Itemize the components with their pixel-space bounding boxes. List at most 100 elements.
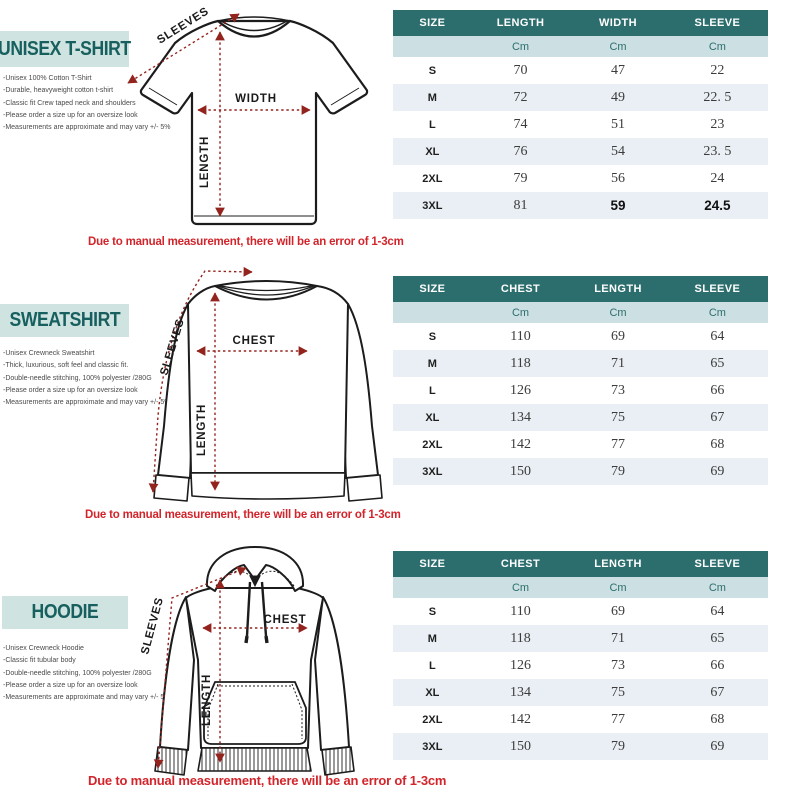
size-cell: M	[427, 91, 437, 104]
length-label: LENGTH	[196, 404, 208, 456]
table-row: XL 134 75 67	[393, 679, 768, 706]
table-row: S 70 47 22	[393, 57, 768, 84]
column-header: WIDTH	[598, 17, 638, 29]
width-label: WIDTH	[235, 93, 277, 105]
value-cell: 69	[611, 603, 625, 619]
sweatshirt-size-table: SIZE CHEST LENGTH SLEEVE Cm Cm Cm S 110 69 64 M 118 7…	[393, 276, 768, 485]
value-cell: 24.5	[704, 198, 731, 213]
value-cell: 142	[510, 436, 531, 452]
chest-label: CHEST	[233, 335, 276, 347]
value-cell: 76	[513, 143, 528, 159]
column-header: CHEST	[500, 283, 541, 295]
value-cell: 77	[611, 436, 625, 452]
table-header-row: SIZE CHEST LENGTH SLEEVE	[393, 551, 768, 577]
bullet-line: -Double-needle stitching, 100% polyester…	[3, 374, 152, 382]
value-cell: 65	[710, 630, 725, 646]
table-row: 2XL 142 77 68	[393, 706, 768, 733]
bullet-line: -Unisex Crewneck Sweatshirt	[3, 350, 95, 357]
bullet-line: -Please order a size up for an oversize …	[3, 681, 138, 689]
table-unit-row: Cm Cm Cm	[393, 302, 768, 323]
size-cell: 2XL	[422, 713, 443, 726]
value-cell: 126	[510, 382, 531, 398]
value-cell: 118	[510, 355, 531, 371]
value-cell: 47	[611, 62, 625, 78]
size-cell: M	[427, 357, 437, 370]
section-title-box-hoodie: HOODIE	[2, 596, 128, 629]
sweatshirt-outline	[153, 280, 383, 502]
tshirt-seams	[148, 87, 360, 217]
value-cell: 73	[611, 382, 625, 398]
table-row: 3XL 150 79 69	[393, 733, 768, 760]
size-cell: S	[428, 330, 437, 343]
bullet-line: -Measurements are approximate and may va…	[3, 124, 171, 132]
section-title-tshirt: UNISEX T-SHIRT	[0, 37, 131, 60]
value-cell: 134	[510, 409, 531, 425]
value-cell: 49	[611, 89, 625, 105]
value-cell: 75	[611, 684, 625, 700]
value-cell: 59	[610, 198, 626, 213]
value-cell: 150	[510, 463, 531, 479]
table-row: S 110 69 64	[393, 323, 768, 350]
value-cell: 66	[710, 382, 725, 398]
size-cell: 3XL	[422, 465, 443, 478]
section-title-hoodie: HOODIE	[31, 601, 99, 623]
unit-cell: Cm	[609, 581, 627, 594]
value-cell: 150	[510, 738, 531, 754]
bullet-line: -Double-needle stitching, 100% polyester…	[3, 669, 152, 677]
tshirt-size-table: SIZE LENGTH WIDTH SLEEVE Cm Cm Cm S 70 47 22 M 72 49 2…	[393, 10, 768, 219]
value-cell: 23	[710, 116, 725, 132]
value-cell: 142	[510, 711, 531, 727]
value-cell: 66	[710, 657, 725, 673]
sweatshirt-measurement-diagram: SLEEVES CHEST LENGTH	[148, 266, 383, 502]
table-unit-row: Cm Cm Cm	[393, 577, 768, 598]
value-cell: 22	[710, 62, 725, 78]
unit-cell: Cm	[609, 40, 627, 53]
value-cell: 81	[513, 197, 528, 213]
value-cell: 79	[513, 170, 528, 186]
value-cell: 69	[710, 463, 725, 479]
bullet-line: -Please order a size up for an oversize …	[3, 111, 138, 119]
hoodie-measurement-diagram: SLEEVES CHEST LENGTH	[139, 546, 355, 776]
column-header: SLEEVE	[694, 17, 741, 29]
value-cell: 71	[611, 355, 625, 371]
value-cell: 126	[510, 657, 531, 673]
tshirt-outline	[139, 16, 369, 226]
column-header: SLEEVE	[694, 283, 741, 295]
bullet-line: -Classic fit Crew taped neck and shoulde…	[3, 99, 136, 107]
value-cell: 51	[611, 116, 625, 132]
tshirt-description-list: -Unisex 100% Cotton T-Shirt -Durable, hea…	[3, 73, 173, 134]
value-cell: 110	[510, 328, 531, 344]
value-cell: 74	[513, 116, 528, 132]
value-cell: 70	[513, 62, 528, 78]
size-cell: L	[429, 384, 436, 397]
unit-cell: Cm	[511, 40, 530, 53]
value-cell: 75	[611, 409, 625, 425]
value-cell: 68	[710, 436, 725, 452]
value-cell: 118	[510, 630, 531, 646]
hoodie-warning-text: Due to manual measurement, there will be…	[88, 773, 447, 788]
size-cell: S	[428, 605, 437, 618]
table-row: XL 76 54 23. 5	[393, 138, 768, 165]
table-header-row: SIZE CHEST LENGTH SLEEVE	[393, 276, 768, 302]
column-header: SLEEVE	[694, 558, 741, 570]
value-cell: 56	[611, 170, 625, 186]
value-cell: 68	[710, 711, 725, 727]
value-cell: 64	[710, 328, 725, 344]
bullet-line: -Thick, luxurious, soft feel and classic…	[3, 362, 129, 370]
sleeves-arrow	[127, 13, 240, 84]
size-cell: L	[429, 659, 436, 672]
unit-cell: Cm	[708, 40, 726, 53]
table-row: XL 134 75 67	[393, 404, 768, 431]
section-title-sweatshirt: SWEATSHIRT	[9, 309, 120, 331]
value-cell: 64	[710, 603, 725, 619]
table-row: L 74 51 23	[393, 111, 768, 138]
size-cell: 2XL	[422, 438, 443, 451]
table-row: 2XL 79 56 24	[393, 165, 768, 192]
column-header: SIZE	[419, 283, 446, 295]
value-cell: 69	[710, 738, 725, 754]
value-cell: 22. 5	[703, 89, 732, 105]
hoodie-description-list: -Unisex Crewneck Hoodie -Classic fit tubu…	[3, 643, 173, 704]
bullet-line: -Classic fit tubular body	[3, 657, 76, 665]
sleeves-arrow	[153, 566, 247, 769]
sweatshirt-warning-text: Due to manual measurement, there will be…	[85, 509, 401, 521]
